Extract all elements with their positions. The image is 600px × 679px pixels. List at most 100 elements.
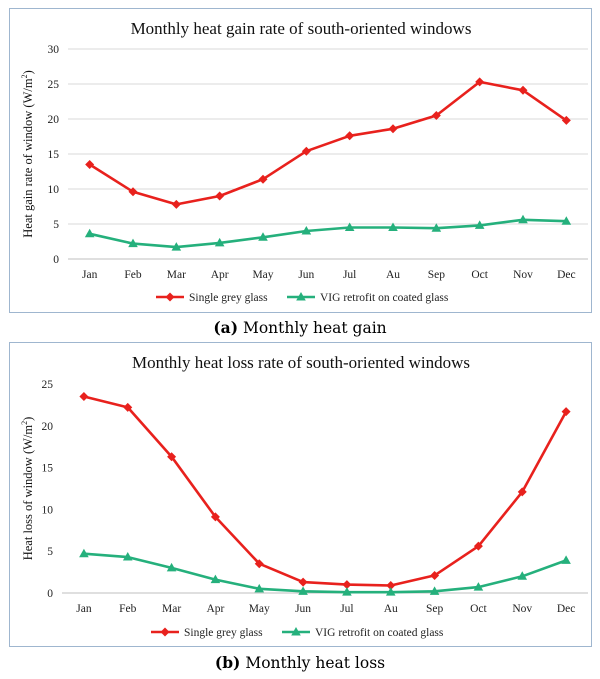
data-point bbox=[128, 238, 138, 248]
y-axis-label-close: ) bbox=[21, 417, 35, 421]
y-tick-label: 0 bbox=[53, 254, 59, 266]
data-point bbox=[517, 571, 528, 580]
y-tick-label: 10 bbox=[42, 504, 54, 516]
legend-marker bbox=[165, 292, 175, 302]
data-point bbox=[473, 582, 484, 591]
y-axis-label-sup: 2 bbox=[20, 421, 29, 425]
data-point bbox=[517, 487, 527, 497]
caption-heat-loss: (b) Monthly heat loss bbox=[0, 653, 600, 672]
y-axis-label: Heat loss of window (W/m2) bbox=[20, 417, 35, 561]
series-line-single-grey-glass bbox=[83, 395, 568, 587]
data-point bbox=[84, 228, 95, 238]
data-point bbox=[385, 587, 396, 596]
data-point bbox=[258, 174, 268, 184]
caption-heat-gain: (a) Monthly heat gain bbox=[0, 318, 600, 337]
chart-heat-loss: Monthly heat loss rate of south-oriented… bbox=[20, 353, 588, 639]
y-tick-label: 25 bbox=[42, 379, 54, 391]
x-tick-label: Apr bbox=[206, 603, 224, 615]
caption-text: Monthly heat gain bbox=[242, 319, 387, 337]
data-point bbox=[254, 559, 264, 569]
x-tick-label: Au bbox=[386, 269, 400, 281]
data-point bbox=[342, 587, 352, 596]
data-point bbox=[345, 131, 355, 141]
caption-label: (b) bbox=[214, 653, 241, 672]
data-point bbox=[214, 237, 225, 247]
x-tick-label: May bbox=[249, 603, 270, 615]
y-axis-label-sup: 2 bbox=[20, 74, 29, 78]
y-tick-label: 0 bbox=[47, 588, 53, 600]
data-point bbox=[342, 580, 352, 590]
data-point bbox=[171, 199, 181, 209]
data-point bbox=[474, 220, 485, 229]
data-point bbox=[561, 216, 572, 225]
data-point bbox=[122, 552, 133, 561]
data-point bbox=[258, 232, 268, 241]
y-axis-label: Heat gain rate of window (W/m2) bbox=[20, 70, 35, 238]
caption-label: (a) bbox=[213, 318, 239, 337]
y-tick-label: 5 bbox=[47, 546, 53, 558]
data-point bbox=[254, 583, 265, 593]
data-point bbox=[301, 226, 312, 235]
series-line-single-grey-glass bbox=[89, 80, 568, 206]
data-point bbox=[388, 124, 398, 134]
y-tick-label: 30 bbox=[48, 44, 60, 56]
data-point bbox=[475, 77, 485, 87]
x-tick-label: Feb bbox=[124, 269, 142, 281]
data-point bbox=[298, 577, 308, 587]
y-tick-label: 15 bbox=[48, 149, 60, 161]
x-tick-label: Jul bbox=[340, 603, 353, 615]
series-line-vig-retrofit bbox=[83, 552, 567, 594]
series-line-vig-retrofit bbox=[89, 218, 567, 249]
data-point bbox=[210, 574, 221, 584]
x-tick-label: Au bbox=[384, 603, 398, 615]
x-tick-label: Oct bbox=[470, 603, 487, 615]
x-tick-label: Nov bbox=[512, 603, 532, 615]
y-axis-label-close: ) bbox=[21, 70, 35, 74]
chart-title: Monthly heat gain rate of south-oriented… bbox=[131, 19, 472, 38]
data-point bbox=[431, 111, 441, 120]
data-point bbox=[518, 85, 528, 95]
x-tick-label: Dec bbox=[557, 269, 576, 281]
y-tick-label: 10 bbox=[48, 184, 60, 196]
data-point bbox=[388, 222, 398, 231]
data-point bbox=[561, 407, 571, 417]
x-tick-label: Mar bbox=[167, 269, 186, 281]
data-point bbox=[386, 580, 396, 590]
data-point bbox=[429, 586, 440, 595]
y-axis-label-text: Heat loss of window (W/m bbox=[21, 425, 35, 561]
y-tick-label: 15 bbox=[42, 463, 54, 475]
x-tick-label: Mar bbox=[162, 603, 181, 615]
x-tick-label: Jun bbox=[295, 603, 311, 615]
data-point bbox=[473, 541, 483, 551]
data-point bbox=[171, 242, 182, 251]
x-tick-label: Sep bbox=[426, 603, 444, 615]
legend-label: Single grey glass bbox=[189, 292, 268, 304]
legend-marker bbox=[291, 627, 301, 636]
chart-title: Monthly heat loss rate of south-oriented… bbox=[132, 353, 470, 372]
caption-text: Monthly heat loss bbox=[245, 654, 386, 672]
x-tick-label: Apr bbox=[211, 269, 229, 281]
data-point bbox=[561, 555, 571, 564]
x-tick-label: Sep bbox=[428, 269, 446, 281]
data-point bbox=[301, 146, 311, 156]
x-tick-label: Jan bbox=[82, 269, 98, 281]
x-tick-label: Jan bbox=[76, 603, 92, 615]
y-tick-label: 25 bbox=[48, 79, 60, 91]
legend-marker bbox=[296, 292, 306, 301]
x-tick-label: May bbox=[252, 269, 273, 281]
legend-label: VIG retrofit on coated glass bbox=[315, 627, 444, 639]
data-point bbox=[167, 452, 177, 462]
data-point bbox=[210, 512, 220, 522]
data-point bbox=[85, 160, 95, 169]
data-point bbox=[79, 548, 89, 558]
data-point bbox=[431, 223, 442, 232]
data-point bbox=[128, 187, 138, 197]
data-point bbox=[561, 115, 571, 125]
x-tick-label: Jun bbox=[298, 269, 314, 281]
x-tick-label: Oct bbox=[471, 269, 488, 281]
legend-label: Single grey glass bbox=[184, 627, 263, 639]
chart-panel-heat-loss: Monthly heat loss rate of south-oriented… bbox=[9, 342, 592, 647]
x-tick-label: Feb bbox=[119, 603, 137, 615]
y-tick-label: 5 bbox=[53, 219, 59, 231]
legend-marker bbox=[160, 627, 170, 637]
